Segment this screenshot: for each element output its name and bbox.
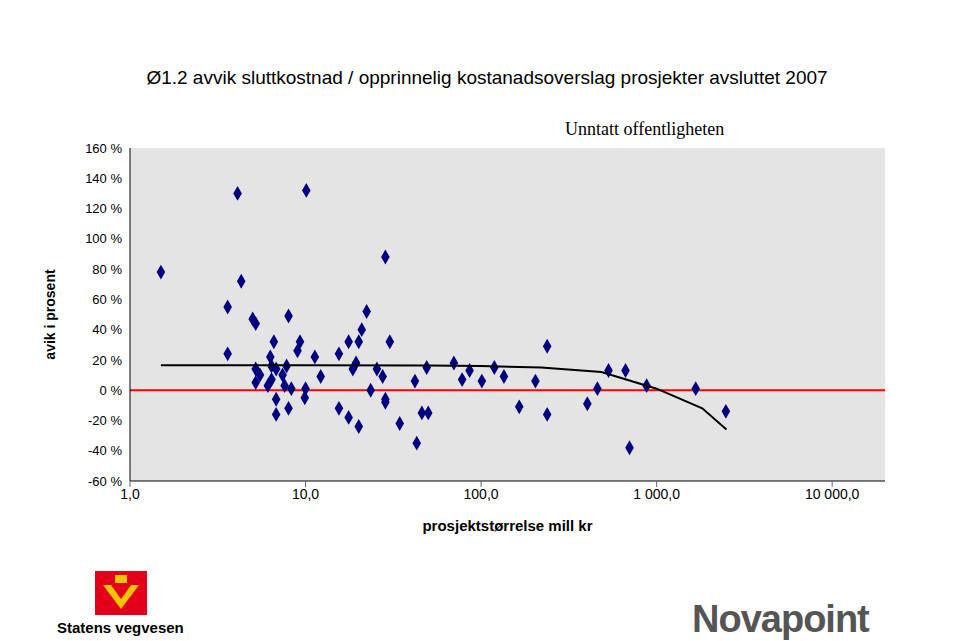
svg-text:100,0: 100,0 [464, 486, 499, 502]
svg-text:-60 %: -60 % [88, 474, 122, 489]
html-text:Statens vegvesen: Statens vegvesen [57, 619, 184, 636]
svg-text:100 %: 100 % [85, 231, 122, 246]
svg-text:-40 %: -40 % [88, 443, 122, 458]
svg-text:-20 %: -20 % [88, 413, 122, 428]
svg-text:120 %: 120 % [85, 201, 122, 216]
svg-text:140 %: 140 % [85, 171, 122, 186]
html-text:Novapoint: Novapoint [692, 598, 869, 640]
svg-text:1 000,0: 1 000,0 [633, 486, 680, 502]
svg-text:60 %: 60 % [92, 292, 122, 307]
svg-text:160 %: 160 % [85, 141, 122, 156]
svg-text:20 %: 20 % [92, 353, 122, 368]
html-text:Ø1.2 avvik sluttkostnad / oppr: Ø1.2 avvik sluttkostnad / opprinnelig ko… [146, 67, 828, 88]
svg-text:10,0: 10,0 [292, 486, 319, 502]
svg-text:10 000,0: 10 000,0 [805, 486, 860, 502]
svg-text:avik i prosent: avik i prosent [42, 269, 58, 360]
svg-text:1,0: 1,0 [120, 486, 140, 502]
svg-text:0 %: 0 % [100, 383, 123, 398]
svg-text:40 %: 40 % [92, 322, 122, 337]
html-text:Unntatt offentligheten: Unntatt offentligheten [565, 119, 725, 139]
svg-text:80 %: 80 % [92, 262, 122, 277]
svg-text:prosjektstørrelse mill kr: prosjektstørrelse mill kr [422, 517, 592, 534]
